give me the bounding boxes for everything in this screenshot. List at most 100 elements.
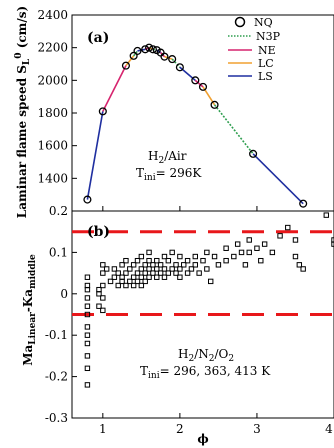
nq-point — [299, 199, 308, 208]
scatter-point — [177, 274, 183, 280]
scatter-point — [161, 253, 168, 260]
legend-n3p-label: N3P — [256, 30, 281, 43]
panel-b-y-ticks: 0.2 0.1 0 -0.1 -0.2 -0.3 — [45, 204, 77, 425]
b-y-tick-label: 0 — [60, 287, 68, 301]
scatter-point — [192, 262, 198, 268]
scatter-point — [192, 253, 198, 260]
panel-a: 1400 1600 1800 2000 2200 2400 (a) NQ N3P NE L… — [14, 6, 334, 218]
nq-point — [83, 195, 92, 204]
scatter-point — [323, 212, 329, 218]
legend-lc-label: LC — [258, 57, 274, 70]
nq-point — [168, 55, 177, 64]
scatter-point — [107, 278, 114, 285]
panel-a-annotation-fuel: H2/Air — [148, 149, 187, 166]
scatter-point — [96, 303, 102, 309]
panel-b-label: (b) — [87, 224, 110, 240]
panel-b: 0.2 0.1 0 -0.1 -0.2 -0.3 1 2 3 4 (b) H2/N2/O2 Ti… — [21, 204, 334, 446]
scatter-point — [84, 311, 91, 318]
panel-b-points — [84, 212, 334, 388]
scatter-point — [146, 257, 152, 264]
panel-b-x-label: ϕ — [197, 432, 208, 446]
scatter-point — [177, 253, 183, 260]
scatter-point — [100, 282, 106, 289]
scatter-point — [154, 274, 160, 280]
scatter-point — [188, 266, 195, 272]
scatter-point — [130, 282, 137, 289]
a-y-tick-label: 1400 — [37, 171, 68, 185]
scatter-point — [138, 253, 145, 260]
scatter-point — [100, 262, 106, 268]
scatter-point — [115, 270, 121, 276]
panel-b-reference-lines — [72, 230, 334, 316]
legend-nq-label: NQ — [254, 16, 273, 29]
scatter-point — [111, 274, 118, 280]
scatter-point — [138, 266, 145, 272]
scatter-point — [242, 262, 249, 268]
scatter-point — [181, 262, 187, 268]
scatter-point — [196, 270, 202, 276]
scatter-point — [142, 278, 148, 285]
scatter-point — [238, 249, 245, 256]
scatter-point — [169, 249, 175, 256]
legend-nq-marker — [234, 16, 246, 28]
scatter-point — [84, 340, 91, 347]
nq-point — [198, 82, 208, 91]
curve-ne-segment — [194, 79, 204, 88]
nq-point — [249, 149, 258, 158]
scatter-point — [254, 245, 260, 251]
scatter-point — [161, 266, 168, 272]
scatter-point — [103, 266, 110, 272]
curve-n3p-segment — [213, 104, 254, 155]
panel-b-y-label: MaLinear-Kamiddle — [21, 254, 38, 366]
scatter-point — [119, 262, 125, 268]
scatter-point — [134, 278, 141, 285]
scatter-point — [258, 257, 264, 264]
scatter-point — [261, 241, 268, 247]
scatter-point — [204, 266, 210, 272]
panel-b-annotation-temps: Tini= 296, 363, 413 K — [140, 364, 271, 381]
panel-a-label: (a) — [87, 30, 109, 46]
panel-b-annotation-mixture: H2/N2/O2 — [178, 347, 234, 364]
scatter-point — [127, 278, 133, 285]
a-y-tick-label: 1600 — [37, 139, 68, 153]
scatter-point — [300, 266, 306, 272]
scatter-point — [154, 266, 160, 272]
scatter-point — [246, 249, 252, 256]
scatter-point — [123, 257, 129, 264]
scatter-point — [223, 257, 229, 264]
scatter-point — [84, 365, 91, 372]
curve-ls-segment — [252, 153, 304, 205]
scatter-point — [130, 274, 137, 280]
a-y-tick-label: 1800 — [37, 106, 68, 120]
panel-b-x-ticks: 1 2 3 4 — [99, 413, 334, 436]
scatter-point — [165, 257, 172, 264]
scatter-point — [269, 249, 276, 256]
nq-point — [141, 45, 150, 54]
b-x-tick-label: 2 — [176, 422, 184, 436]
scatter-point — [177, 266, 183, 272]
scatter-point — [157, 270, 164, 276]
legend-ls-label: LS — [258, 70, 273, 83]
scatter-point — [146, 249, 152, 256]
scatter-point — [173, 270, 179, 276]
nq-point — [210, 100, 219, 109]
scatter-point — [123, 282, 129, 289]
scatter-point — [134, 257, 141, 264]
a-y-tick-label: 2200 — [37, 41, 68, 55]
curve-ne-segment — [102, 65, 127, 112]
scatter-point — [215, 262, 222, 268]
scatter-point — [123, 270, 129, 276]
scatter-point — [100, 295, 106, 301]
b-y-tick-label: 0.2 — [49, 204, 68, 218]
scatter-point — [100, 307, 106, 314]
scatter-point — [234, 241, 241, 247]
curve-ls-segment — [86, 111, 104, 200]
nq-point — [175, 63, 184, 72]
scatter-point — [115, 282, 121, 289]
curve-n3p-segment — [171, 58, 181, 68]
scatter-point — [296, 262, 303, 268]
scatter-point — [84, 353, 91, 359]
nq-point — [160, 52, 169, 61]
scatter-point — [173, 262, 179, 268]
